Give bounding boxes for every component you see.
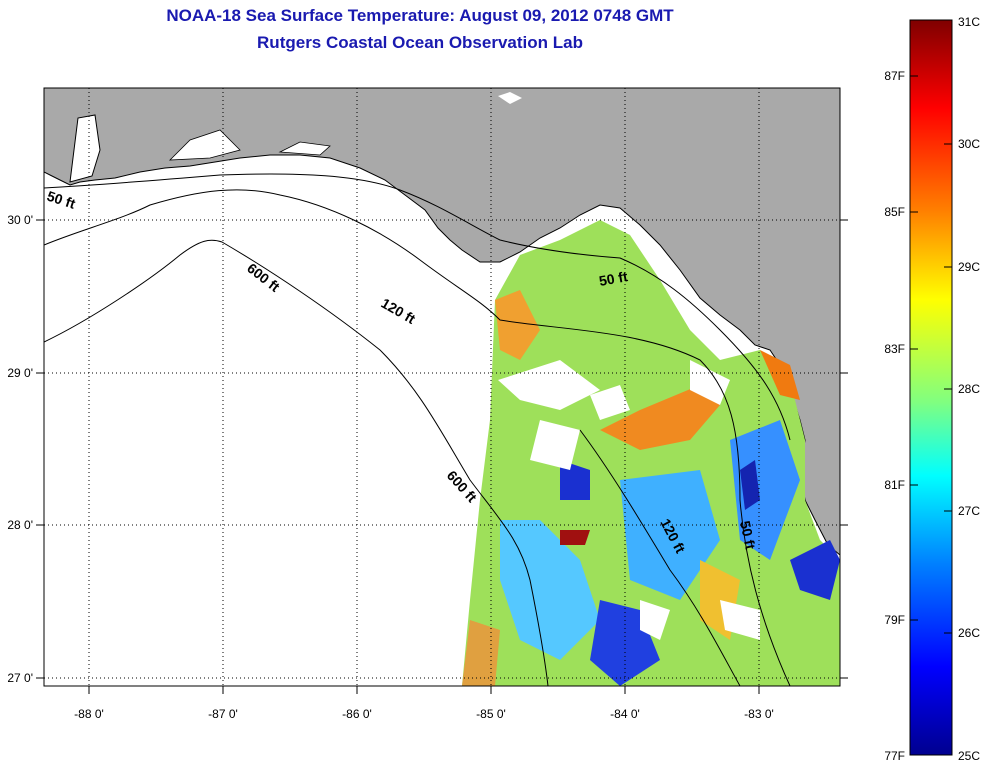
colorbar-c-label: 29C (958, 260, 980, 274)
lon-tick-label: -83 0' (744, 707, 774, 721)
lat-tick-label: 30 0' (7, 213, 33, 227)
bathymetry-contours (44, 173, 791, 686)
lon-tick-label: -88 0' (74, 707, 104, 721)
map-subtitle: Rutgers Coastal Ocean Observation Lab (257, 33, 583, 52)
colorbar-f-label: 81F (884, 478, 905, 492)
graticule (44, 88, 840, 686)
colorbar-c-label: 28C (958, 382, 980, 396)
colorbar-f-ticks (910, 75, 918, 621)
colorbar-c-label: 25C (958, 749, 980, 763)
colorbar-c-label: 27C (958, 504, 980, 518)
lat-tick-label: 27 0' (7, 671, 33, 685)
map-title: NOAA-18 Sea Surface Temperature: August … (166, 6, 674, 25)
colorbar-c-label: 31C (958, 15, 980, 29)
lon-tick-label: -87 0' (208, 707, 238, 721)
lat-tick-label: 28 0' (7, 518, 33, 532)
contour-label: 50 ft (737, 519, 759, 551)
sst-swath (462, 220, 840, 686)
colorbar-f-label: 79F (884, 613, 905, 627)
lat-tick-label: 29 0' (7, 366, 33, 380)
contour-label: 50 ft (598, 268, 629, 289)
colorbar (909, 19, 953, 756)
colorbar-c-label: 30C (958, 137, 980, 151)
colorbar-f-label: 83F (884, 342, 905, 356)
tick-marks (36, 219, 848, 694)
colorbar-f-label: 77F (884, 749, 905, 763)
map-frame (43, 87, 841, 687)
colorbar-c-ticks (944, 143, 952, 634)
lon-tick-label: -84 0' (610, 707, 640, 721)
lon-tick-label: -85 0' (476, 707, 506, 721)
colorbar-f-label: 85F (884, 205, 905, 219)
lon-tick-label: -86 0' (342, 707, 372, 721)
colorbar-c-label: 26C (958, 626, 980, 640)
colorbar-f-label: 87F (884, 69, 905, 83)
